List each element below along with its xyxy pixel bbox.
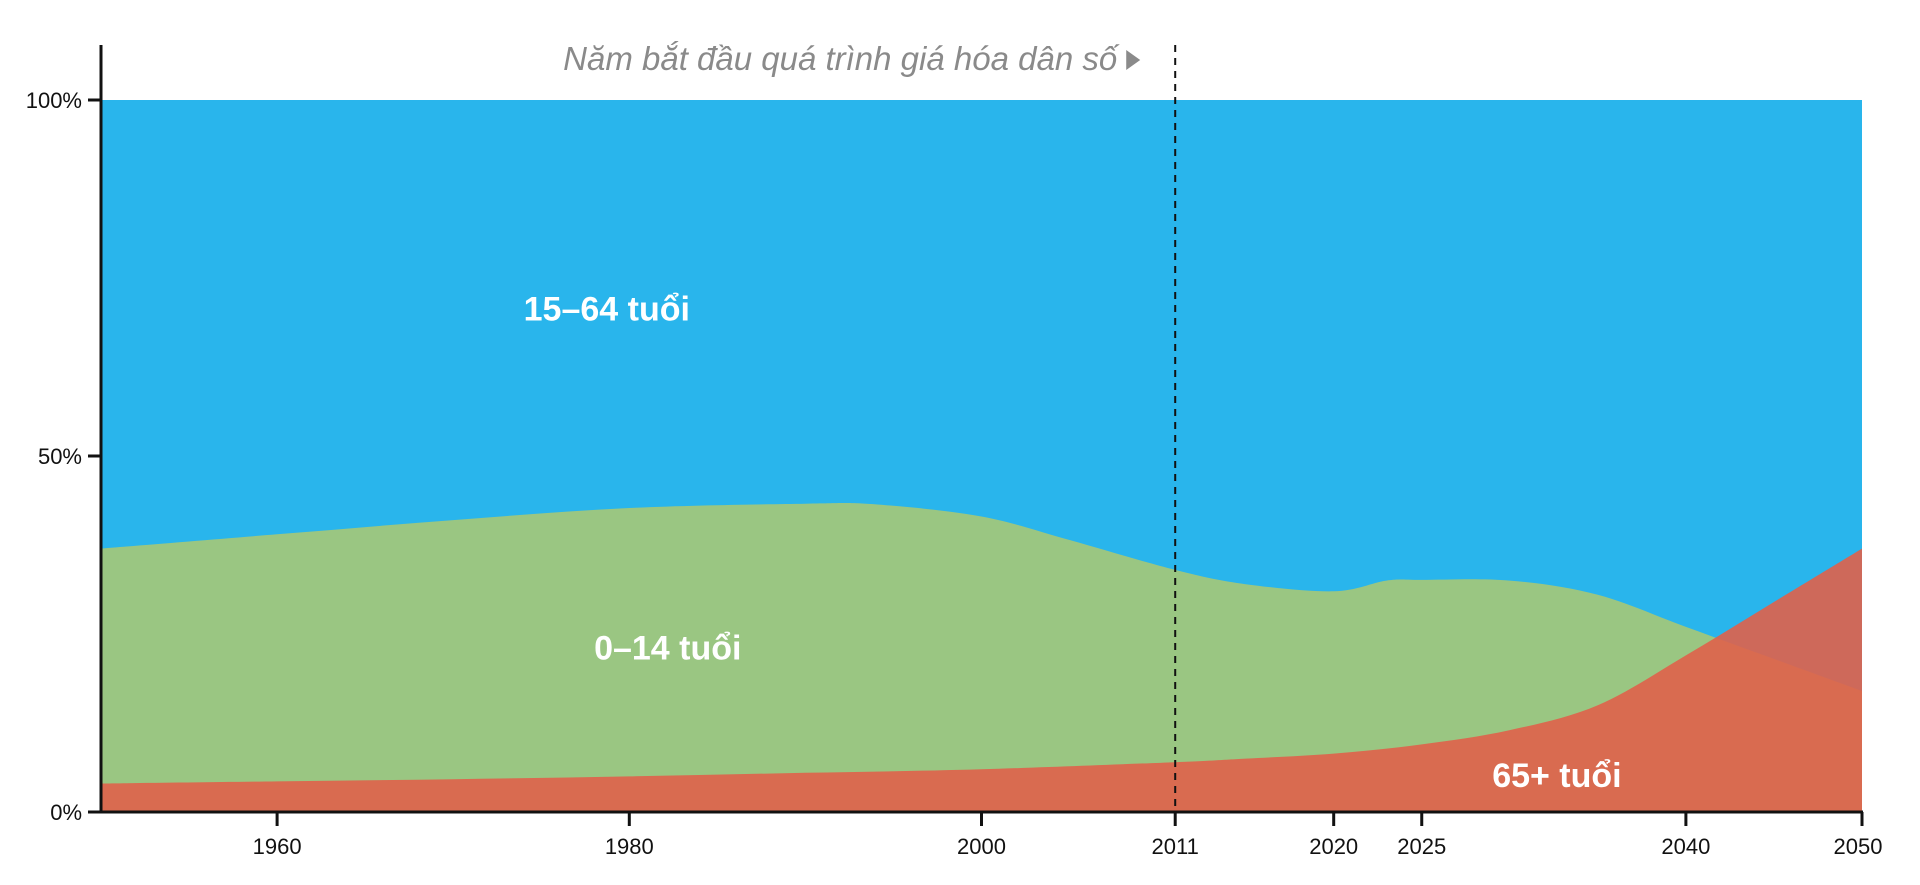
- x-tick-label: 2020: [1309, 834, 1358, 859]
- series-label-15-64: 15–64 tuổi: [524, 291, 690, 329]
- x-tick-label: 2050: [1834, 834, 1883, 859]
- y-tick-label: 50%: [38, 444, 82, 469]
- area-layers: [101, 100, 1862, 812]
- annotation-arrow-icon: [1126, 50, 1141, 70]
- axes: 0% 50% 100% 1960 1980 2000 2011 2020 2025 2040 20…: [26, 45, 1883, 859]
- y-ticks: 0% 50% 100%: [26, 88, 101, 825]
- x-tick-label: 2011: [1152, 834, 1199, 859]
- series-label-0-14: 0–14 tuổi: [594, 630, 741, 668]
- series-label-65-plus: 65+ tuổi: [1492, 757, 1621, 795]
- x-tick-label: 1980: [605, 834, 654, 859]
- series-labels: 15–64 tuổi 0–14 tuổi 65+ tuổi: [524, 291, 1622, 795]
- annotation-text: Năm bắt đầu quá trình giá hóa dân số: [563, 40, 1120, 77]
- x-tick-label: 2000: [957, 834, 1006, 859]
- x-tick-label: 2040: [1661, 834, 1710, 859]
- y-tick-label: 100%: [26, 88, 82, 113]
- area-0-14: [101, 503, 1862, 812]
- x-tick-label: 2025: [1397, 834, 1446, 859]
- annotation-group: Năm bắt đầu quá trình giá hóa dân số: [563, 40, 1177, 826]
- y-tick-label: 0%: [50, 800, 82, 825]
- x-tick-label: 1960: [253, 834, 302, 859]
- x-ticks: 1960 1980 2000 2011 2020 2025 2040 2050: [253, 812, 1883, 859]
- area-65-plus: [101, 548, 1862, 812]
